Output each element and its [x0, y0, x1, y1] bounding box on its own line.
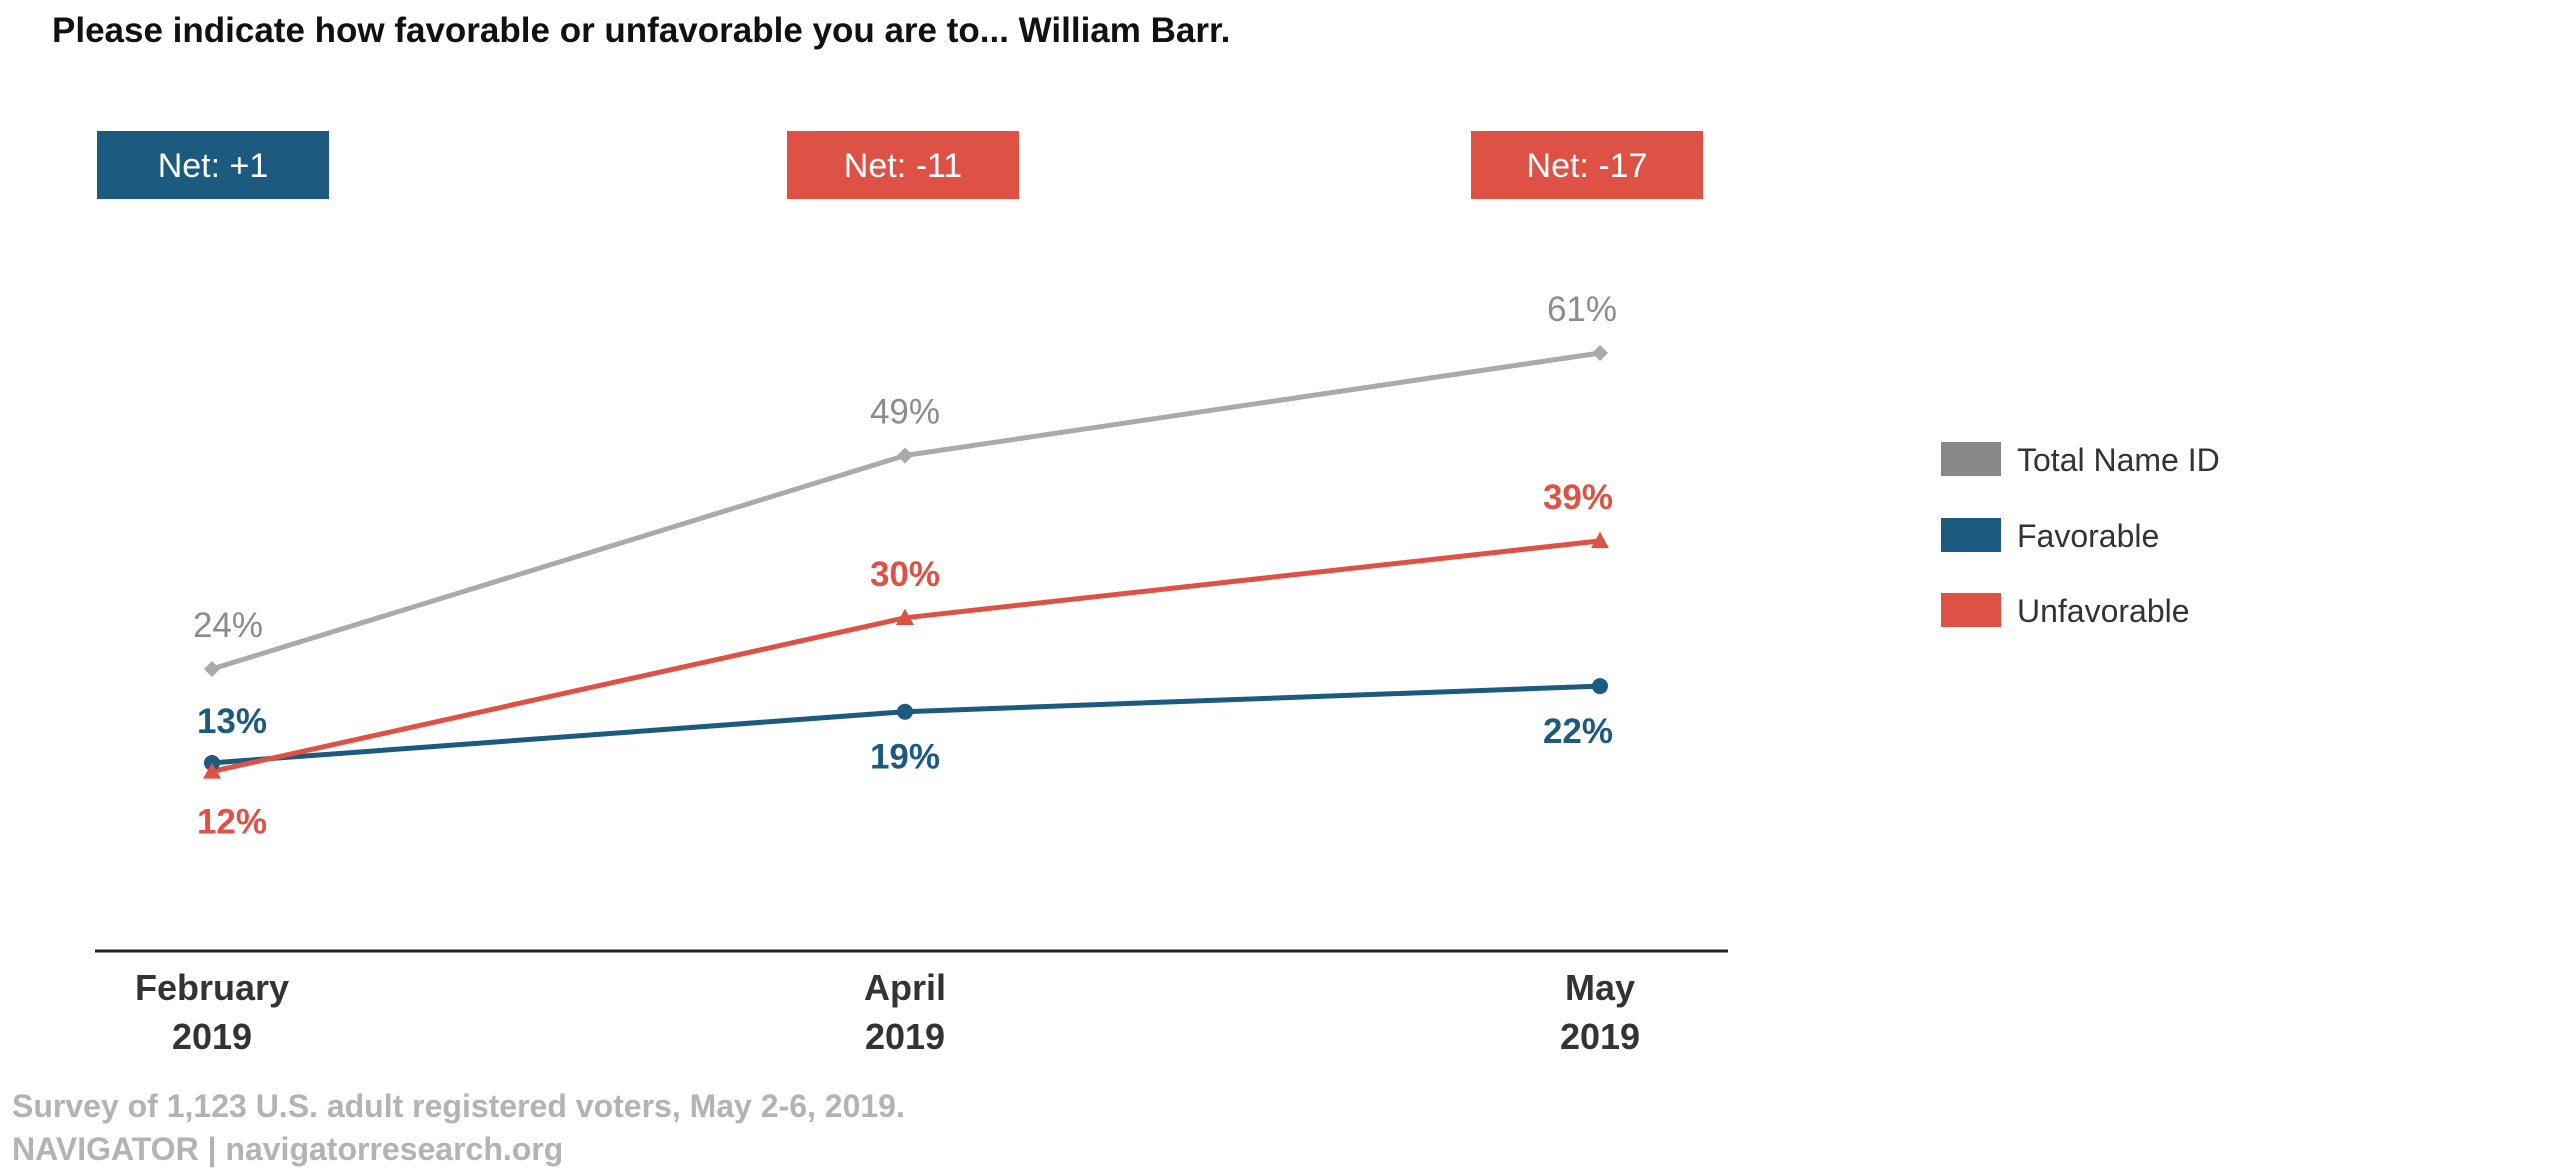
net-badge: Net: -11: [787, 131, 1019, 199]
point-marker-unfavorable: [203, 762, 221, 779]
net-badge: Net: -17: [1471, 131, 1703, 199]
point-marker-total: [897, 447, 913, 464]
data-label-total: 61%: [1547, 290, 1617, 329]
legend-label: Favorable: [2017, 518, 2159, 554]
net-badge-label: Net: +1: [158, 147, 269, 185]
data-label-unfavorable: 39%: [1543, 478, 1613, 517]
legend: Total Name ID Favorable Unfavorable: [1941, 442, 2220, 629]
net-badge-box: [1471, 131, 1703, 199]
data-labels: 24% 49% 61% 13% 19% 22% 12% 30% 39%: [193, 290, 1617, 842]
x-tick-label: 2019: [172, 1016, 252, 1057]
legend-swatch: [1941, 593, 2001, 627]
x-tick-label: 2019: [865, 1016, 945, 1057]
legend-label: Unfavorable: [2017, 593, 2190, 629]
legend-item-total: Total Name ID: [1941, 442, 2220, 478]
data-label-favorable: 19%: [870, 738, 940, 777]
x-tick-label: February: [135, 967, 289, 1008]
net-badge-label: Net: -11: [844, 147, 962, 185]
data-label-total: 24%: [193, 606, 263, 645]
net-badge-box: [787, 131, 1019, 199]
point-marker-favorable: [897, 703, 913, 720]
x-tick-label: April: [864, 967, 946, 1008]
point-marker-total: [1592, 345, 1608, 361]
legend-swatch: [1941, 442, 2001, 476]
legend-item-favorable: Favorable: [1941, 518, 2159, 554]
data-label-unfavorable: 30%: [870, 555, 940, 594]
net-badge-label: Net: -17: [1527, 147, 1648, 185]
net-badges: Net: +1 Net: -11 Net: -17: [97, 131, 1703, 199]
point-marker-total: [204, 661, 220, 677]
x-tick-label: May: [1565, 967, 1635, 1008]
x-tick-label: 2019: [1560, 1016, 1640, 1057]
data-label-favorable: 13%: [197, 702, 267, 741]
chart-title: Please indicate how favorable or unfavor…: [52, 11, 1230, 50]
x-axis-ticks: February 2019 April 2019 May 2019: [135, 967, 1640, 1057]
net-badge-box: [97, 131, 329, 199]
legend-label: Total Name ID: [2017, 442, 2220, 478]
point-marker-unfavorable: [1591, 531, 1609, 549]
point-marker-unfavorable: [896, 608, 914, 625]
point-marker-favorable: [1592, 678, 1608, 695]
series-markers: [203, 345, 1609, 779]
data-label-favorable: 22%: [1543, 712, 1613, 751]
footer-survey-note: Survey of 1,123 U.S. adult registered vo…: [12, 1088, 905, 1124]
net-badge: Net: +1: [97, 131, 329, 199]
footer-source: NAVIGATOR | navigatorresearch.org: [12, 1131, 563, 1167]
legend-item-unfavorable: Unfavorable: [1941, 593, 2190, 629]
data-label-total: 49%: [870, 393, 940, 432]
data-label-unfavorable: 12%: [197, 803, 267, 842]
legend-swatch: [1941, 518, 2001, 552]
